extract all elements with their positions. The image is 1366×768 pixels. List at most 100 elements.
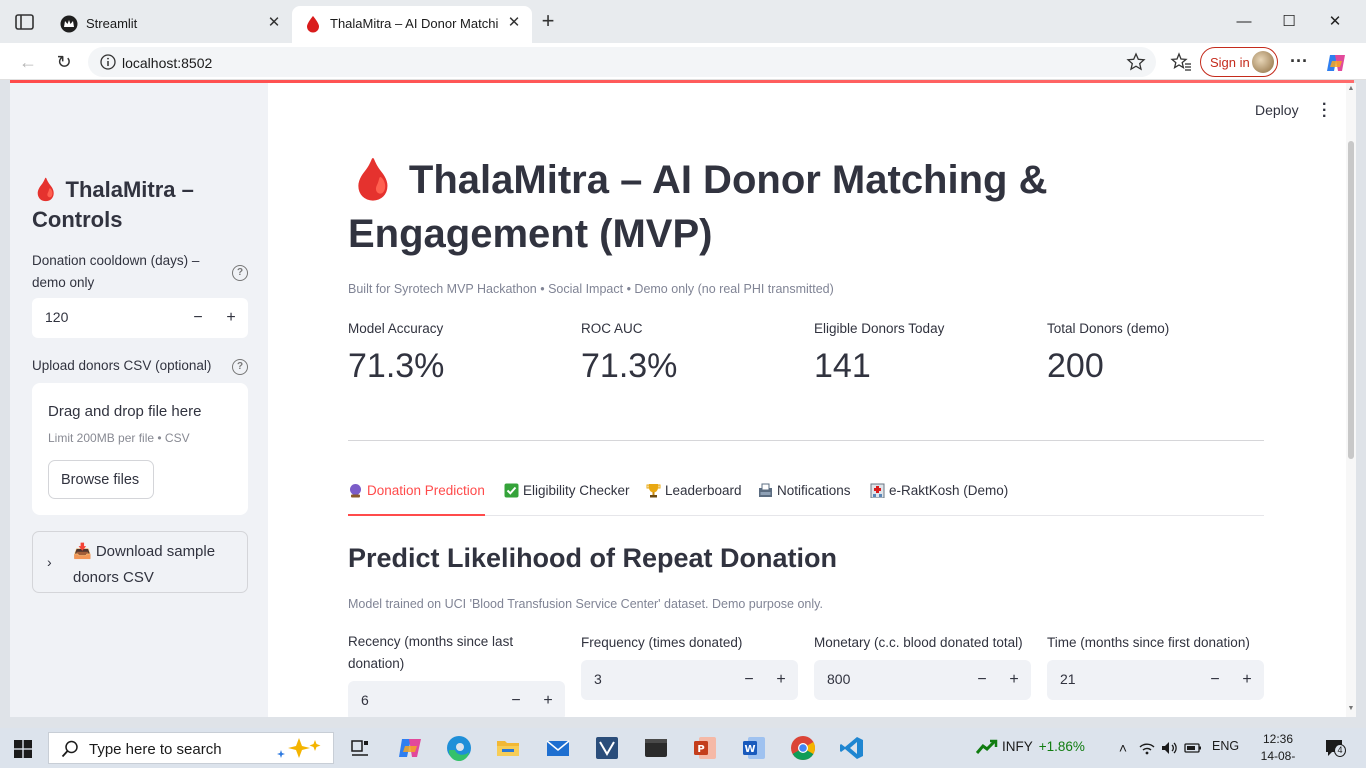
more-options-icon[interactable]: ··· — [1290, 51, 1308, 71]
cooldown-label: Donation cooldown (days) – demo only — [32, 253, 200, 290]
copilot-app-icon[interactable] — [396, 734, 424, 762]
tab-label: Eligibility Checker — [523, 483, 630, 498]
inbox-icon — [759, 483, 772, 497]
tab-label: e-RaktKosh (Demo) — [889, 483, 1009, 498]
increment-icon[interactable]: + — [543, 692, 553, 709]
tab-actions-icon[interactable] — [14, 12, 36, 32]
edge-browser-icon[interactable] — [445, 734, 473, 762]
increment-icon[interactable]: + — [1009, 671, 1019, 688]
browser-tab-streamlit[interactable]: Streamlit ✕ — [48, 6, 292, 43]
volume-icon[interactable] — [1160, 739, 1178, 757]
page-title: 🩸 ThalaMitra – AI Donor Matching & Engag… — [348, 158, 1048, 256]
address-bar: ← ↻ localhost:8502 Sign in ··· — [0, 43, 1366, 80]
scrollbar-thumb[interactable] — [1348, 141, 1354, 459]
frequency-stepper[interactable]: 3 − + — [581, 660, 798, 700]
language-indicator[interactable]: ENG — [1212, 739, 1240, 753]
close-tab-icon[interactable]: ✕ — [267, 14, 281, 31]
notification-center-icon[interactable]: 4 — [1324, 738, 1346, 758]
task-view-icon[interactable] — [346, 734, 374, 762]
tab-e-raktkosh[interactable]: e-RaktKosh (Demo) — [870, 483, 1008, 516]
word-icon[interactable]: W — [740, 734, 768, 762]
stock-chart-icon — [976, 739, 998, 754]
scroll-up-icon[interactable]: ▲ — [1347, 85, 1355, 92]
powerpoint-icon[interactable]: P — [691, 734, 719, 762]
chrome-icon[interactable] — [789, 734, 817, 762]
wifi-icon[interactable] — [1138, 739, 1156, 757]
help-icon[interactable]: ? — [232, 265, 248, 281]
tab-notifications[interactable]: Notifications — [758, 483, 851, 516]
metric-value: 141 — [814, 347, 871, 385]
recency-value[interactable]: 6 — [361, 692, 369, 708]
cooldown-value[interactable]: 120 — [45, 309, 69, 325]
trophy-icon — [646, 484, 661, 498]
download-sample-expander[interactable]: › 📥 Download sample donors CSV — [32, 531, 248, 593]
increment-icon[interactable]: + — [776, 671, 786, 688]
section-caption: Model trained on UCI 'Blood Transfusion … — [348, 597, 823, 611]
decrement-icon[interactable]: − — [1210, 671, 1220, 688]
copilot-icon[interactable] — [1324, 51, 1348, 75]
favorites-icon[interactable] — [1170, 51, 1192, 73]
recency-stepper[interactable]: 6 − + — [348, 681, 565, 717]
cooldown-stepper[interactable]: 120 − + — [32, 298, 248, 338]
url-field[interactable]: localhost:8502 — [88, 47, 1156, 77]
mail-icon[interactable] — [544, 734, 572, 762]
minimize-icon[interactable]: — — [1236, 13, 1252, 30]
tab-eligibility-checker[interactable]: Eligibility Checker — [504, 483, 630, 516]
hospital-icon — [870, 483, 885, 498]
stock-widget[interactable]: INFY +1.86% — [976, 739, 1085, 754]
decrement-icon[interactable]: − — [744, 671, 754, 688]
page-caption: Built for Syrotech MVP Hackathon • Socia… — [348, 282, 834, 296]
info-icon[interactable] — [100, 54, 116, 70]
file-explorer-icon[interactable] — [494, 734, 522, 762]
decrement-icon[interactable]: − — [511, 692, 521, 709]
metric-value: 71.3% — [348, 347, 445, 385]
windows-taskbar: Type here to search — [0, 728, 1366, 768]
page-scrollbar[interactable]: ▲ ▼ — [1346, 83, 1356, 717]
help-icon[interactable]: ? — [232, 359, 248, 375]
upload-label: Upload donors CSV (optional) — [32, 358, 212, 373]
windows-start-icon[interactable] — [14, 740, 32, 758]
dropzone-text: Drag and drop file here — [48, 403, 202, 420]
scroll-down-icon[interactable]: ▼ — [1347, 705, 1355, 712]
battery-icon[interactable] — [1184, 739, 1202, 757]
increment-icon[interactable]: + — [1242, 671, 1252, 688]
deploy-button[interactable]: Deploy — [1255, 102, 1299, 118]
profile-avatar-icon — [1252, 51, 1274, 73]
vs-app-icon[interactable] — [593, 734, 621, 762]
close-tab-icon[interactable]: ✕ — [507, 14, 521, 31]
monetary-stepper[interactable]: 800 − + — [814, 660, 1031, 700]
tab-leaderboard[interactable]: Leaderboard — [646, 483, 742, 516]
chevron-up-icon[interactable]: ˄ — [1118, 740, 1128, 756]
clock[interactable]: 12:36 14-08-2025 — [1248, 731, 1308, 768]
favorite-star-icon[interactable] — [1126, 52, 1146, 72]
notification-count: 4 — [1334, 744, 1346, 757]
back-arrow-icon[interactable]: ← — [19, 52, 37, 72]
browser-tab-thalamitra[interactable]: ThalaMitra – AI Donor Matching & Engagem… — [292, 6, 532, 43]
frequency-value[interactable]: 3 — [594, 671, 602, 687]
refresh-icon[interactable]: ↻ — [56, 52, 72, 72]
search-icon — [61, 740, 78, 758]
sign-in-button[interactable]: Sign in — [1200, 47, 1278, 77]
new-tab-icon[interactable]: + — [541, 8, 555, 33]
time-stepper[interactable]: 21 − + — [1047, 660, 1264, 700]
check-mark-icon — [504, 483, 519, 498]
decrement-icon[interactable]: − — [193, 309, 203, 326]
browse-files-button[interactable]: Browse files — [48, 460, 154, 499]
decrement-icon[interactable]: − — [977, 671, 987, 688]
maximize-icon[interactable]: ☐ — [1282, 13, 1296, 30]
metric-label: Model Accuracy — [348, 321, 444, 336]
file-dropzone[interactable]: Drag and drop file here Limit 200MB per … — [32, 383, 248, 515]
monetary-value[interactable]: 800 — [827, 671, 851, 687]
feature-tabs: Donation Prediction Eligibility Checker … — [348, 483, 1264, 516]
taskbar-search[interactable]: Type here to search — [48, 732, 334, 764]
tab-donation-prediction[interactable]: Donation Prediction — [348, 483, 485, 516]
main-menu-icon[interactable]: · · · — [1322, 96, 1328, 125]
vscode-icon[interactable] — [838, 734, 866, 762]
close-window-icon[interactable]: ✕ — [1328, 13, 1342, 30]
download-sample-label: 📥 Download sample donors CSV — [73, 543, 216, 586]
metric-label: Eligible Donors Today — [814, 321, 945, 336]
increment-icon[interactable]: + — [226, 309, 236, 326]
terminal-icon[interactable] — [642, 734, 670, 762]
metric-value: 71.3% — [581, 347, 678, 385]
time-value[interactable]: 21 — [1060, 671, 1076, 687]
